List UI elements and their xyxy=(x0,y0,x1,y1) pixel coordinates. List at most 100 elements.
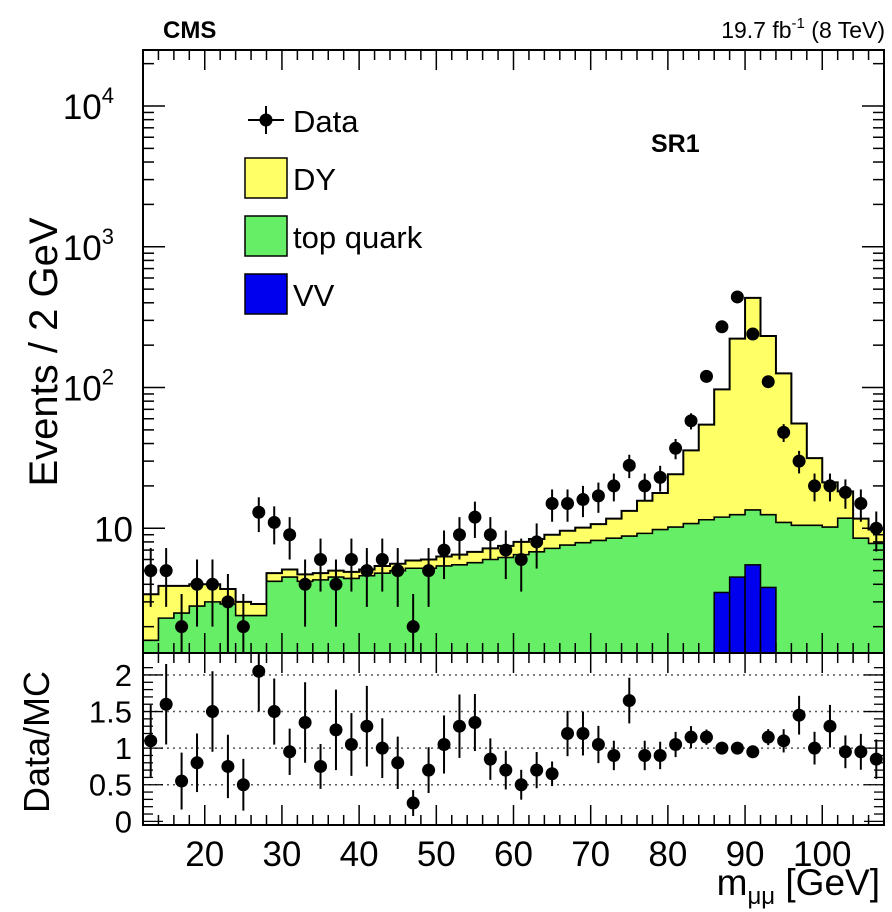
legend-label: Data xyxy=(293,104,359,139)
ratio-marker xyxy=(375,741,389,755)
data-marker xyxy=(530,535,544,549)
data-marker xyxy=(653,470,667,484)
legend-entry: DY xyxy=(244,157,336,199)
data-points xyxy=(144,290,883,653)
ratio-marker xyxy=(283,745,297,759)
stacked-histogram xyxy=(143,296,884,653)
data-point xyxy=(267,506,281,545)
ratio-marker xyxy=(452,719,466,733)
y-tick-label: 104 xyxy=(63,83,114,127)
x-tick-label: 20 xyxy=(185,835,224,874)
data-point xyxy=(483,517,497,560)
ratio-point xyxy=(792,695,806,735)
data-marker xyxy=(561,496,575,510)
ratio-marker xyxy=(746,745,760,759)
data-marker xyxy=(777,425,791,439)
ratio-point xyxy=(344,713,358,776)
data-marker xyxy=(437,543,451,557)
ratio-point xyxy=(669,731,683,758)
data-point xyxy=(823,473,837,502)
y-tick-label: 10 xyxy=(94,510,133,549)
data-marker xyxy=(360,564,374,578)
data-point xyxy=(499,530,513,580)
ratio-marker xyxy=(653,748,667,762)
ratio-point xyxy=(607,740,621,771)
data-point xyxy=(777,424,791,442)
ratio-marker xyxy=(252,664,266,678)
ratio-point xyxy=(483,738,497,780)
data-marker xyxy=(452,528,466,542)
data-point xyxy=(761,375,775,389)
data-marker xyxy=(236,620,250,634)
ratio-point xyxy=(437,715,451,774)
ratio-marker xyxy=(437,737,451,751)
ratio-point xyxy=(545,761,559,787)
vv-bar xyxy=(759,586,777,653)
data-point xyxy=(329,559,343,627)
x-tick-label: 60 xyxy=(494,835,533,874)
x-tick-label: 50 xyxy=(417,835,456,874)
x-tick-labels: 20 30 40 50 60 70 80 90 100 xyxy=(185,835,851,874)
data-marker xyxy=(175,620,189,634)
ratio-point xyxy=(190,733,204,793)
ratio-marker xyxy=(360,719,374,733)
ratio-point xyxy=(329,689,343,771)
data-point xyxy=(669,438,683,460)
x-axis-label: mμμ [GeV] xyxy=(717,862,880,910)
data-marker xyxy=(468,510,482,524)
ratio-marker xyxy=(699,730,713,744)
data-point xyxy=(422,548,436,607)
ratio-marker xyxy=(777,734,791,748)
y-tick-exponent: 4 xyxy=(102,83,114,108)
y-axis-label: Events / 2 GeV xyxy=(22,217,66,486)
ratio-marker xyxy=(530,763,544,777)
data-marker xyxy=(406,620,420,634)
data-point xyxy=(591,482,605,513)
ratio-point xyxy=(746,745,760,759)
data-point xyxy=(205,559,219,627)
ratio-marker xyxy=(468,716,482,730)
ratio-point xyxy=(561,710,575,757)
ratio-marker xyxy=(314,759,328,773)
data-point xyxy=(190,559,204,627)
ratio-marker xyxy=(205,705,219,719)
ratio-point xyxy=(823,704,837,748)
ratio-marker xyxy=(576,727,590,741)
legend-entry: VV xyxy=(244,273,335,315)
data-point xyxy=(638,473,652,502)
x-tick-label: 90 xyxy=(726,835,765,874)
ratio-marker xyxy=(622,694,636,708)
ratio-point xyxy=(684,726,698,749)
data-marker xyxy=(669,441,683,455)
legend-swatch xyxy=(244,215,288,257)
y-tick-base: 10 xyxy=(63,229,102,268)
ratio-marker xyxy=(514,778,528,792)
ratio-marker xyxy=(869,752,883,766)
vv-bar xyxy=(713,591,731,653)
luminosity-label: 19.7 fb-1 (8 TeV) xyxy=(721,15,885,43)
data-point xyxy=(684,413,698,430)
x-tick-label: 80 xyxy=(648,835,687,874)
data-marker xyxy=(838,485,852,499)
vv-bar xyxy=(744,564,762,653)
ratio-point xyxy=(499,750,513,790)
ratio-tick-label: 0 xyxy=(115,804,132,839)
data-point xyxy=(576,485,590,518)
data-marker xyxy=(684,414,698,428)
legend-label: VV xyxy=(293,278,335,313)
data-marker xyxy=(715,320,729,334)
data-marker xyxy=(344,553,358,567)
legend-swatch xyxy=(244,273,288,315)
ratio-point xyxy=(530,751,544,789)
ratio-marker xyxy=(344,737,358,751)
data-point xyxy=(792,450,806,474)
ratio-point xyxy=(205,671,219,752)
data-marker xyxy=(746,327,760,341)
data-marker xyxy=(761,375,775,389)
data-point xyxy=(437,530,451,580)
data-marker xyxy=(283,528,297,542)
ratio-axis-label: Data/MC xyxy=(16,671,57,813)
ratio-gridlines xyxy=(143,674,884,786)
